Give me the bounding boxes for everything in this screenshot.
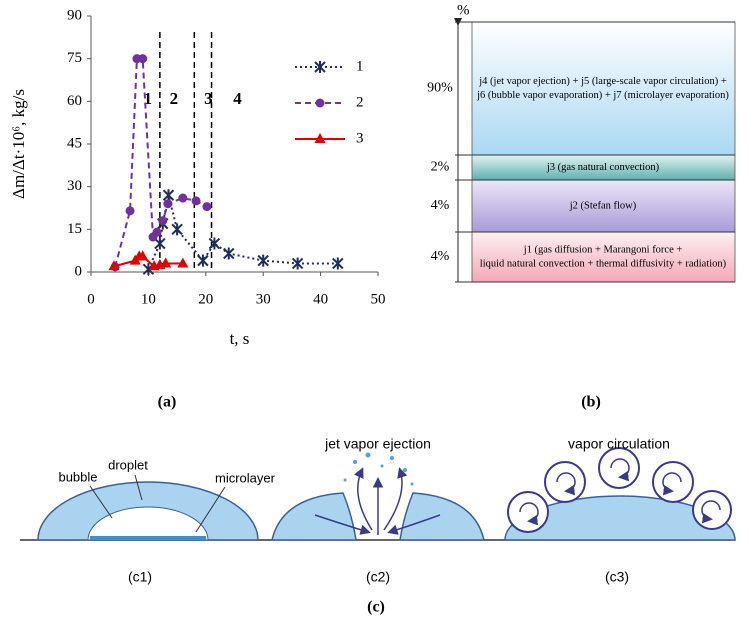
x-axis-title: t, s	[230, 329, 250, 348]
microlayer-shape	[90, 536, 206, 540]
y-tick-label: 75	[67, 50, 82, 66]
share-box	[471, 154, 736, 181]
legend-marker	[315, 98, 325, 108]
vortex-arrows	[519, 458, 721, 526]
share-label: 4%	[431, 249, 450, 264]
label: microlayer	[215, 470, 276, 485]
point	[160, 257, 172, 268]
point	[257, 254, 269, 267]
phase-label: 3	[204, 89, 213, 108]
share-text: j6 (bubble vapor evaporation) + j7 (micr…	[476, 90, 729, 101]
unit-label: %	[457, 2, 470, 18]
label: bubble	[58, 469, 97, 484]
point	[108, 260, 120, 271]
leader	[89, 485, 113, 519]
point	[332, 257, 344, 270]
point	[152, 227, 162, 237]
point	[291, 257, 304, 270]
sub-caption: (c2)	[366, 569, 390, 585]
point	[171, 223, 183, 236]
x-tick-label: 50	[371, 291, 386, 307]
share-text: j4 (jet vapor ejection) + j5 (large-scal…	[478, 76, 727, 87]
y-tick-label: 15	[67, 221, 82, 237]
point	[191, 196, 201, 206]
point	[178, 193, 188, 203]
legend-label: 1	[356, 58, 364, 74]
jet-arrows	[314, 467, 441, 535]
droplet-shape	[399, 492, 485, 541]
point	[138, 54, 148, 64]
panel-c: droplet bubble microlayer jet vapor ejec…	[20, 436, 736, 616]
phase-label: 2	[170, 89, 179, 108]
share-label: 90%	[427, 81, 453, 96]
series-line	[147, 194, 338, 270]
share-box	[471, 231, 736, 283]
label: droplet	[108, 457, 148, 472]
point	[154, 237, 166, 250]
share-text: j1 (gas diffusion + Marangoni force +	[523, 244, 683, 255]
share-label: 2%	[431, 160, 450, 175]
y-tick-label: 0	[75, 263, 83, 279]
share-label: 4%	[431, 198, 450, 213]
leader	[134, 474, 143, 501]
x-tick-label: 30	[256, 291, 271, 307]
legend-label: 3	[356, 130, 364, 146]
x-tick-label: 10	[141, 291, 156, 307]
share-text: j3 (gas natural convection)	[546, 162, 660, 173]
phase-label: 1	[144, 89, 153, 108]
x-tick-label: 20	[198, 291, 213, 307]
droplets	[343, 452, 414, 486]
point	[223, 247, 235, 260]
point	[137, 250, 149, 261]
phase-label: 4	[233, 89, 242, 108]
point	[158, 216, 168, 226]
droplet-shape	[271, 492, 357, 541]
sub-caption: (c1)	[128, 569, 152, 585]
point	[162, 189, 175, 202]
leader	[195, 486, 226, 533]
y-tick-label: 90	[67, 7, 82, 23]
point	[208, 237, 221, 250]
x-tick-label: 40	[313, 291, 328, 307]
point	[163, 199, 173, 209]
label: vapor circulation	[568, 436, 670, 452]
caption: (b)	[581, 394, 601, 411]
y-axis-title: Δm/Δt·10⁶, kg/s	[9, 89, 28, 199]
label: jet vapor ejection	[324, 436, 431, 452]
legend-label: 2	[356, 94, 364, 110]
x-tick-label: 0	[87, 291, 95, 307]
panel-a: 0 15 30 45 60 75 90 0 10 20 30 40 50 Δm/Δt·10⁶, kg/s t…	[9, 7, 386, 410]
y-tick-label: 30	[67, 178, 82, 194]
point	[202, 202, 212, 212]
point	[125, 206, 135, 216]
legend-marker	[314, 133, 326, 143]
share-text: liquid natural convection + thermal diff…	[480, 258, 727, 269]
share-box	[471, 21, 736, 156]
share-text: j2 (Stefan flow)	[569, 200, 637, 211]
panel-b: % (b) 90% j4 (jet vapor ejection) + j5 (l…	[427, 2, 736, 411]
point	[177, 257, 189, 268]
share-box	[471, 179, 736, 233]
y-tick-label: 45	[67, 135, 82, 151]
bubble-shape	[87, 506, 209, 541]
y-tick-label: 60	[67, 93, 82, 109]
point	[197, 254, 209, 267]
legend-marker	[314, 61, 326, 73]
caption: (a)	[158, 394, 177, 411]
sub-caption: (c3)	[605, 569, 629, 585]
caption: (c)	[367, 599, 385, 616]
